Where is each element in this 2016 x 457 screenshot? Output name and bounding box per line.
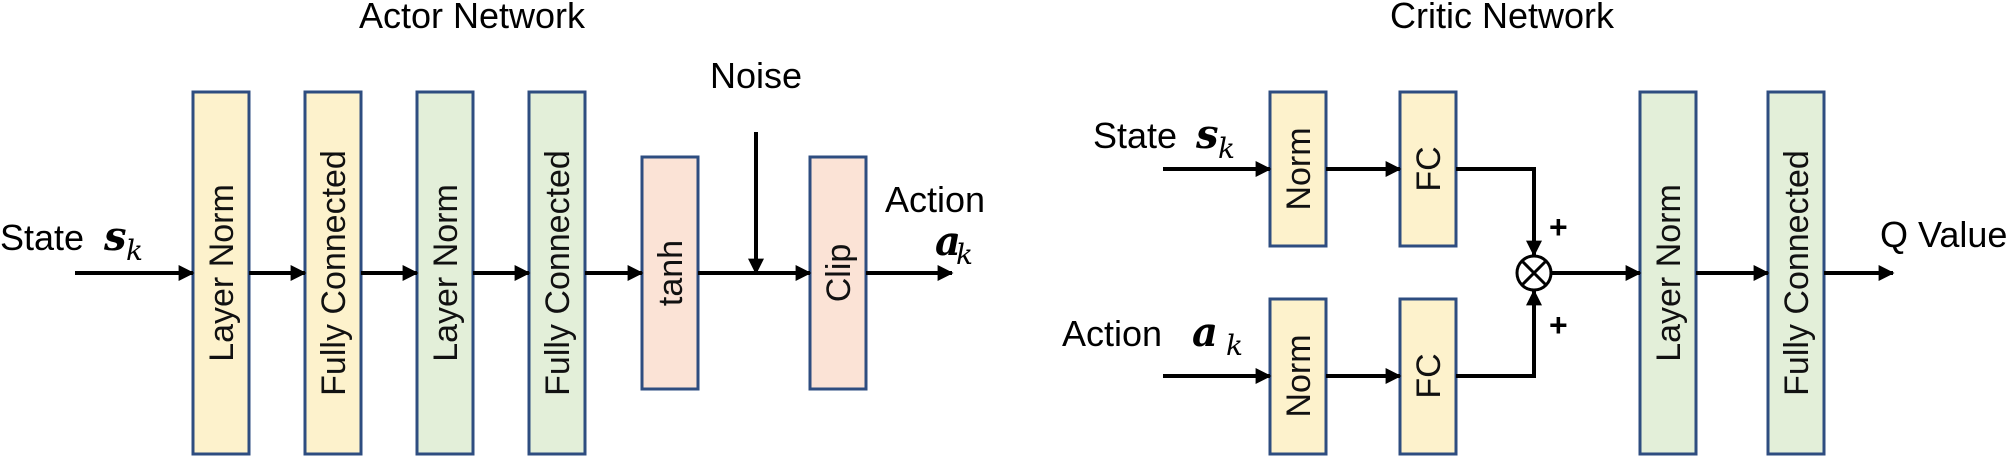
actor-block-2-rect — [303, 90, 363, 456]
critic-state-subscript: k — [1218, 132, 1235, 165]
actor-block-layer-norm-2: Layer Norm — [415, 90, 475, 456]
critic-block-3-label: Norm — [1280, 334, 1318, 417]
critic-title: Critic Network — [1390, 0, 1615, 36]
critic-output-label: Q Value — [1880, 214, 2007, 255]
actor-block-clip: Clip — [808, 155, 868, 391]
actor-state-label: State — [0, 217, 84, 258]
actor-block-5-rect — [640, 155, 700, 391]
critic-block-layer-norm: Layer Norm — [1638, 90, 1698, 456]
critic-state-to-sum-arrow — [1456, 167, 1542, 257]
critic-block-fc-action: FC — [1398, 297, 1458, 456]
critic-state-symbol: s — [1195, 111, 1219, 158]
critic-block-6-label: Fully Connected — [1778, 150, 1816, 396]
critic-block-1-rect — [1268, 90, 1328, 248]
actor-block-1-label: Layer Norm — [203, 184, 241, 362]
actor-block-3-rect — [415, 90, 475, 456]
critic-action-subscript: k — [1226, 329, 1243, 362]
critic-plus-top: + — [1549, 209, 1568, 245]
critic-action-label: Action — [1062, 313, 1162, 354]
critic-block-norm-action: Norm — [1268, 297, 1328, 456]
actor-block-fully-connected-2: Fully Connected — [527, 90, 587, 456]
actor-state-symbol: s — [103, 213, 127, 260]
actor-block-fully-connected-1: Fully Connected — [303, 90, 363, 456]
critic-block-norm-state: Norm — [1268, 90, 1328, 248]
critic-block-fully-connected: Fully Connected — [1766, 90, 1826, 456]
actor-state-subscript: k — [126, 234, 143, 267]
critic-block-4-label: FC — [1410, 353, 1448, 398]
critic-network: Critic Network State s k Action a k Norm… — [1062, 0, 2007, 456]
critic-action-symbol: a — [1192, 309, 1218, 356]
actor-network: Actor Network State s k Layer Norm Fully… — [0, 0, 985, 456]
actor-noise-label: Noise — [710, 55, 802, 96]
critic-plus-bottom: + — [1549, 307, 1568, 343]
actor-title: Actor Network — [359, 0, 586, 36]
actor-block-6-label: Clip — [820, 244, 858, 303]
actor-block-layer-norm-1: Layer Norm — [191, 90, 251, 456]
actor-block-3-label: Layer Norm — [427, 184, 465, 362]
critic-action-to-sum-arrow — [1456, 289, 1542, 378]
actor-block-4-label: Fully Connected — [539, 150, 577, 396]
actor-block-2-label: Fully Connected — [315, 150, 353, 396]
actor-block-5-label: tanh — [652, 240, 690, 306]
sum-cross-2 — [1520, 259, 1548, 287]
critic-block-3-rect — [1268, 297, 1328, 456]
critic-block-2-label: FC — [1410, 146, 1448, 191]
critic-sum-node — [1515, 254, 1553, 292]
actor-action-subscript: k — [956, 238, 973, 271]
critic-block-fc-state: FC — [1398, 90, 1458, 248]
critic-state-label: State — [1093, 115, 1177, 156]
critic-block-6-rect — [1766, 90, 1826, 456]
critic-block-5-label: Layer Norm — [1650, 184, 1688, 362]
critic-block-1-label: Norm — [1280, 127, 1318, 210]
actor-action-symbol: a — [935, 218, 961, 265]
actor-action-label: Action — [885, 179, 985, 220]
actor-block-tanh: tanh — [640, 155, 700, 391]
